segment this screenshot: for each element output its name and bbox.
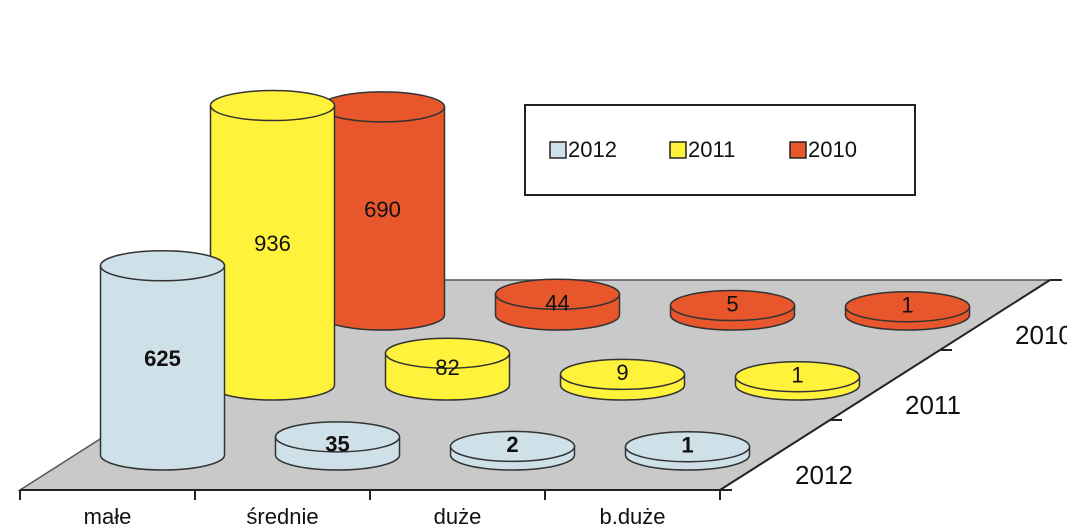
cylinder-top <box>274 421 401 453</box>
legend-swatch <box>549 141 567 159</box>
cylinder-top <box>319 91 446 123</box>
value-label: 1 <box>791 363 803 388</box>
cylinder-top <box>449 430 576 463</box>
cylinder-top <box>559 358 686 391</box>
cylinder <box>494 278 621 331</box>
x-tick-label: małe <box>84 504 132 529</box>
value-label: 2 <box>506 432 518 457</box>
cylinder-top <box>99 250 226 282</box>
legend-swatch <box>789 141 807 159</box>
cylinder-top <box>734 360 861 393</box>
value-label: 5 <box>726 291 738 316</box>
value-label: 35 <box>325 432 349 457</box>
cylinder <box>384 337 511 401</box>
value-label: 690 <box>364 197 401 222</box>
depth-label: 2010 <box>1015 320 1067 350</box>
value-label: 1 <box>901 293 913 318</box>
x-tick-label: duże <box>434 504 482 529</box>
cylinder-top <box>209 89 336 122</box>
cylinder <box>99 250 226 471</box>
cylinder <box>734 360 861 401</box>
legend-swatch <box>669 141 687 159</box>
value-label: 625 <box>144 346 181 371</box>
cylinder-top <box>494 278 621 310</box>
x-tick-label: b.duże <box>599 504 665 529</box>
cylinder-top <box>669 289 796 322</box>
depth-axis <box>719 279 1051 491</box>
value-label: 9 <box>616 360 628 385</box>
legend-label: 2011 <box>688 137 735 162</box>
cylinder-top <box>844 290 971 323</box>
cylinder <box>669 289 796 331</box>
cylinder <box>319 91 446 331</box>
x-tick-label: średnie <box>246 504 318 529</box>
value-label: 82 <box>435 355 459 380</box>
cylinder <box>209 89 336 401</box>
legend-label: 2012 <box>568 137 617 162</box>
cylinder-top <box>624 430 751 463</box>
value-label: 1 <box>681 433 693 458</box>
cylinder <box>624 430 751 471</box>
legend-box <box>524 104 916 196</box>
cylinder-top <box>384 337 511 369</box>
cylinder <box>559 358 686 401</box>
cylinder <box>844 290 971 331</box>
value-label: 44 <box>545 290 569 315</box>
cylinder <box>274 421 401 471</box>
value-label: 936 <box>254 231 291 256</box>
cylinder <box>449 430 576 471</box>
depth-label: 2011 <box>905 390 961 420</box>
depth-label: 2012 <box>795 460 853 490</box>
cylinder-body <box>99 265 226 471</box>
legend-label: 2010 <box>808 137 857 162</box>
